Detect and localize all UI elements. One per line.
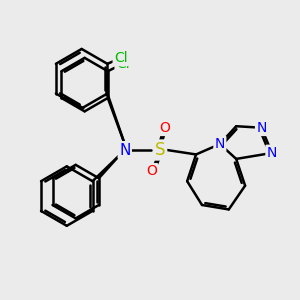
Text: N: N — [215, 137, 225, 151]
Text: S: S — [155, 141, 166, 159]
Text: N: N — [256, 121, 267, 135]
Text: N: N — [119, 142, 130, 158]
Text: N: N — [267, 146, 277, 160]
Text: Cl: Cl — [116, 57, 130, 71]
Text: O: O — [159, 121, 170, 135]
Text: O: O — [146, 164, 157, 178]
Text: Cl: Cl — [114, 51, 128, 65]
